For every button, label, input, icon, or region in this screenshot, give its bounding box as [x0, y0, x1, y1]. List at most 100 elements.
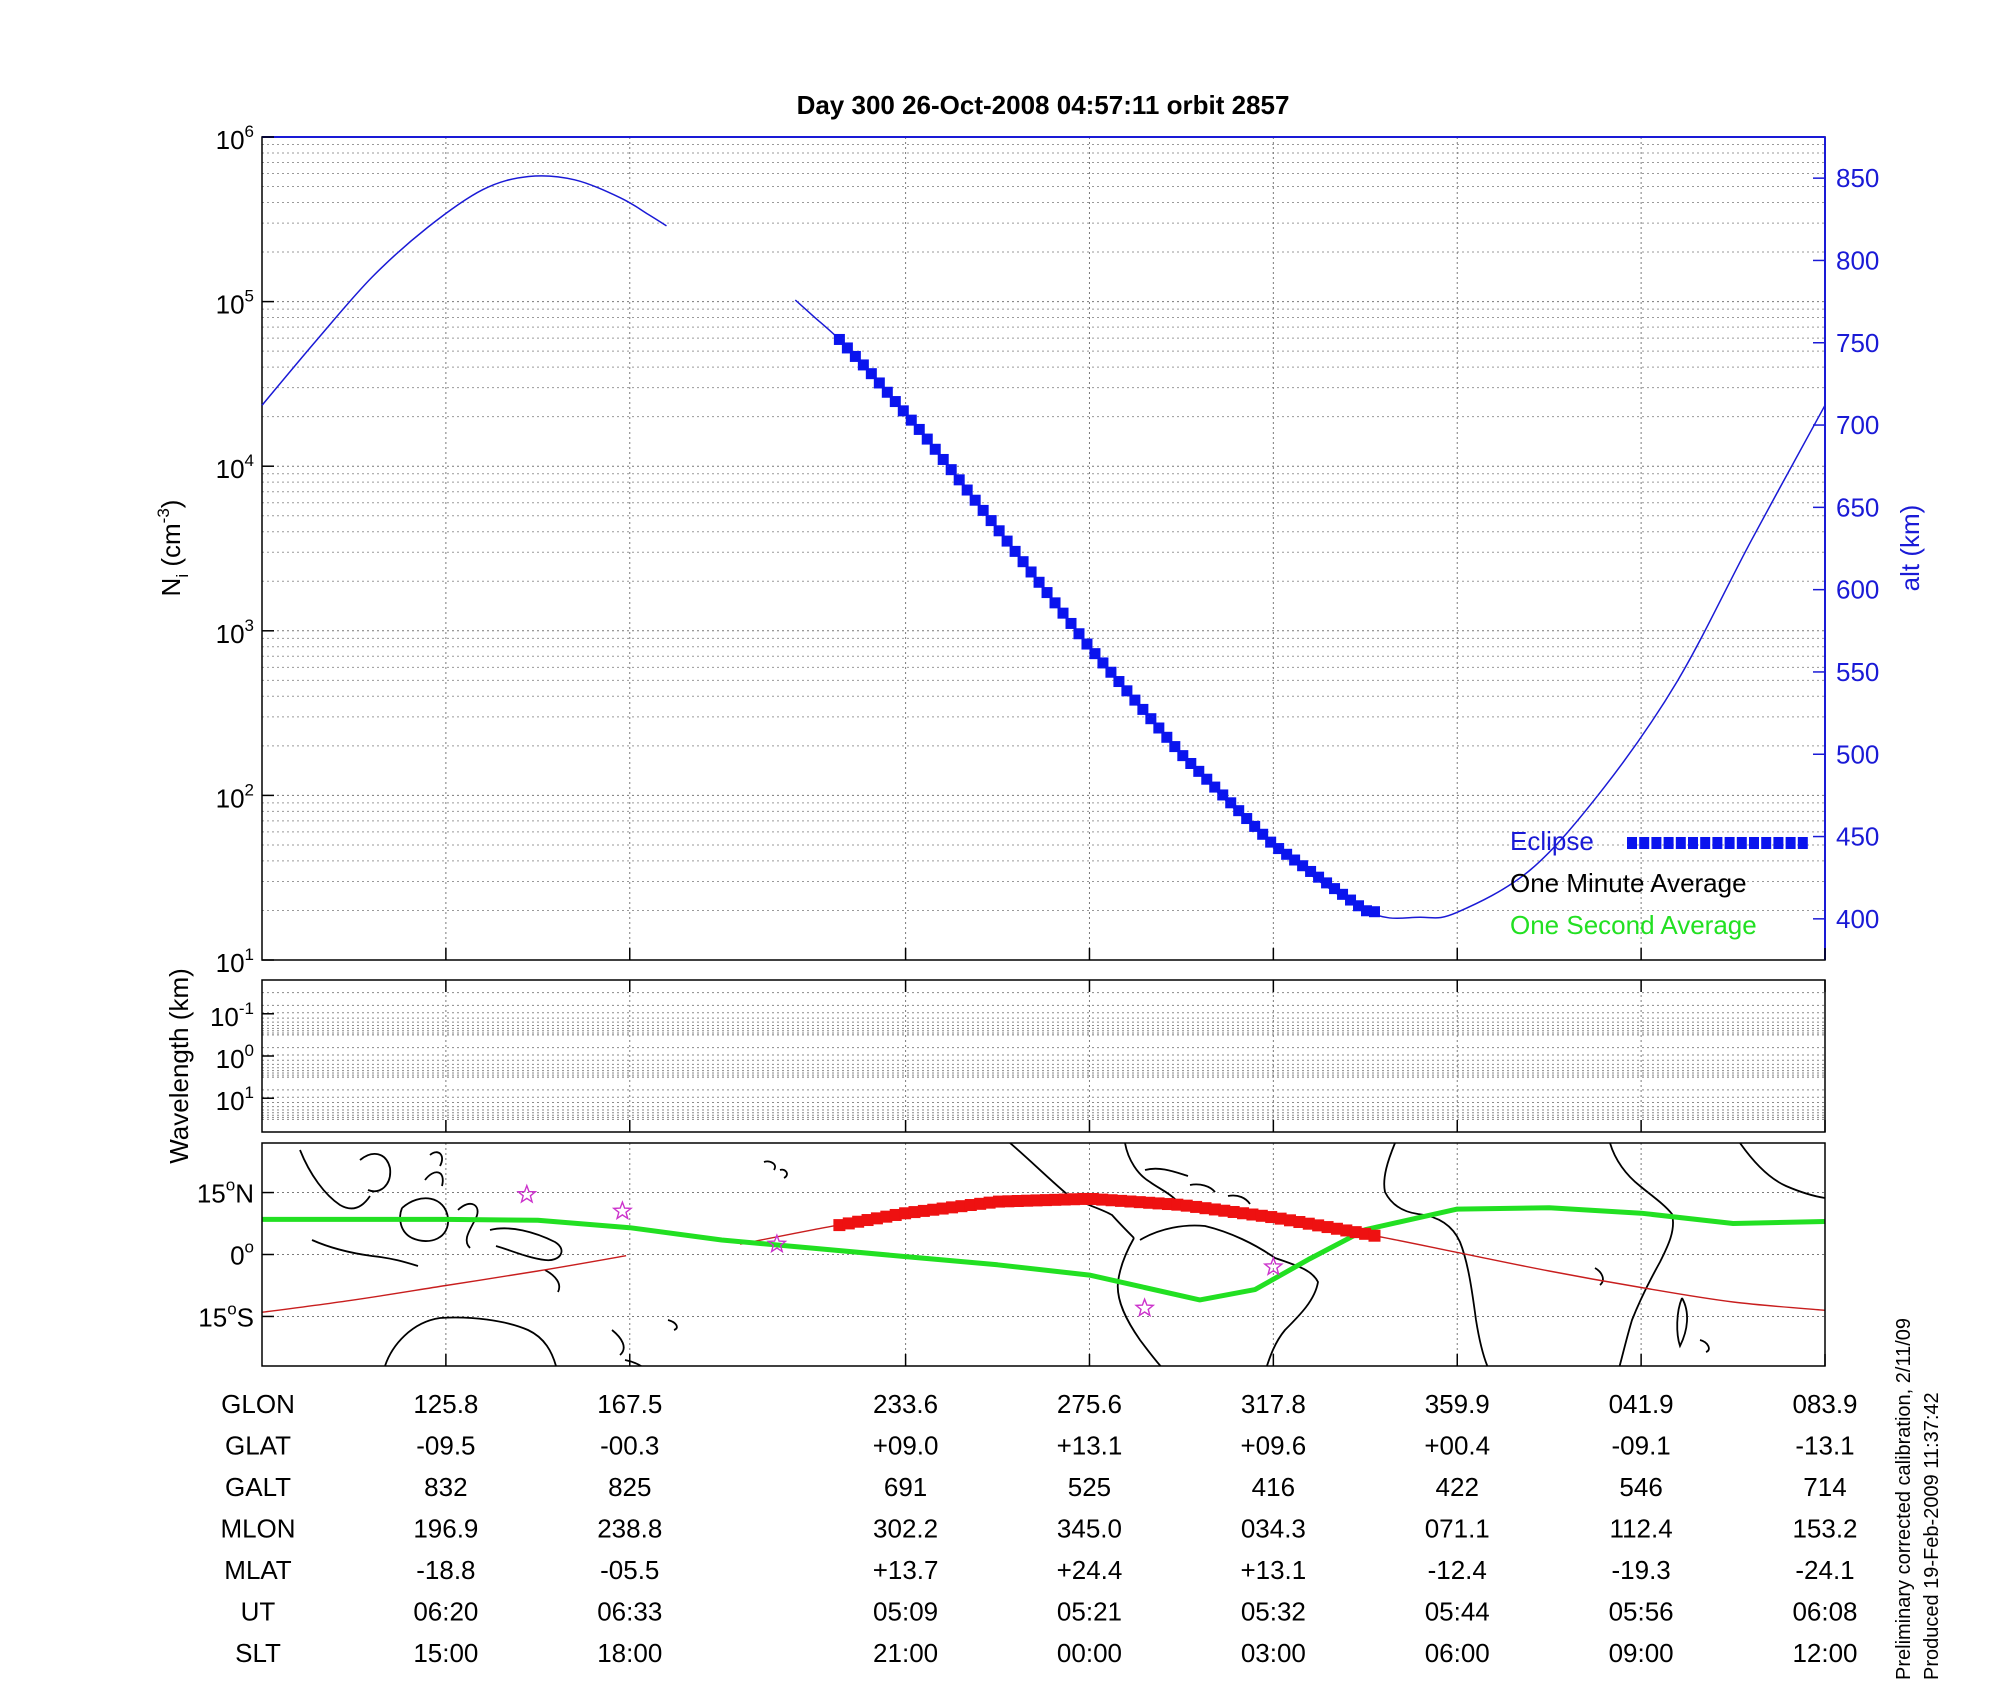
- legend: Eclipse One Minute Average One Second Av…: [1510, 826, 1808, 940]
- degree-sign: o: [226, 1176, 235, 1195]
- eclipse-ground-track: [833, 1192, 1381, 1242]
- coastline-philippines: [424, 1151, 444, 1187]
- table-cell: +24.4: [1057, 1555, 1123, 1585]
- map-content: [262, 1143, 1825, 1366]
- coastline-new-guinea: [489, 1227, 563, 1262]
- coastline-sulawesi: [457, 1202, 479, 1249]
- footer-calibration: Preliminary corrected calibration, 2/11/…: [1893, 1318, 1915, 1680]
- table-cell: 05:09: [873, 1597, 938, 1627]
- table-cell: 167.5: [597, 1389, 662, 1419]
- table-cell: 233.6: [873, 1389, 938, 1419]
- altitude-line-segment: [794, 299, 1826, 920]
- eclipse-marker: [1121, 685, 1133, 697]
- eclipse-ground-marker: [1368, 1229, 1381, 1242]
- wavelength-tick-base: 10: [216, 1044, 245, 1074]
- coastlines: [299, 1143, 1825, 1366]
- table-cell: -19.3: [1611, 1555, 1670, 1585]
- eclipse-ground-marker: [1246, 1208, 1259, 1221]
- eclipse-marker: [1321, 877, 1333, 889]
- table-row-label: MLAT: [224, 1555, 292, 1585]
- table-cell: +13.7: [873, 1555, 939, 1585]
- table-cell: -00.3: [600, 1431, 659, 1461]
- right-tick-label: 850: [1836, 163, 1879, 193]
- eclipse-marker: [1257, 828, 1269, 840]
- coastline-malay: [359, 1153, 392, 1193]
- legend-eclipse-marker: [1724, 837, 1735, 849]
- table-cell: 05:32: [1241, 1597, 1306, 1627]
- table-cell: 345.0: [1057, 1514, 1122, 1544]
- coastline-mexico: [1009, 1143, 1135, 1239]
- table-cell: 12:00: [1792, 1638, 1857, 1668]
- magnetic-equator-line: [262, 1205, 1825, 1303]
- table-cell: 06:33: [597, 1597, 662, 1627]
- eclipse-marker: [921, 433, 933, 445]
- eclipse-ground-marker: [1039, 1194, 1052, 1207]
- table-cell: 06:20: [413, 1597, 478, 1627]
- hemisphere: N: [235, 1179, 254, 1209]
- panel1-x-ticks: [445, 948, 1826, 960]
- right-tick-label: 650: [1836, 492, 1879, 522]
- wavelength-tick-exponent: 0: [245, 1041, 254, 1060]
- eclipse-marker: [1297, 860, 1309, 872]
- eclipse-ground-marker: [1161, 1198, 1174, 1211]
- map-x-ticks: [445, 1354, 1826, 1366]
- legend-eclipse-marker: [1663, 837, 1674, 849]
- table-cell: +00.4: [1424, 1431, 1490, 1461]
- table-row-label: SLT: [235, 1638, 281, 1668]
- eclipse-marker: [1041, 587, 1053, 599]
- latitude-value: 15: [198, 1302, 227, 1332]
- right-tick-label: 500: [1836, 739, 1879, 769]
- station-star-icon: [611, 1200, 633, 1221]
- eclipse-marker: [1201, 773, 1213, 785]
- eclipse-ground-marker: [1058, 1193, 1071, 1206]
- table-cell: 05:21: [1057, 1597, 1122, 1627]
- eclipse-marker: [993, 525, 1005, 537]
- eclipse-marker: [873, 377, 885, 389]
- eclipse-marker: [1073, 628, 1085, 640]
- eclipse-marker: [1057, 607, 1069, 619]
- table-cell: -05.5: [600, 1555, 659, 1585]
- coastline-south-america-east: [1139, 1224, 1319, 1366]
- eclipse-ground-marker: [1030, 1194, 1043, 1207]
- left-tick-label: 105: [216, 287, 254, 320]
- eclipse-marker: [1345, 894, 1357, 906]
- coastline-small-islands: [667, 1160, 788, 1331]
- legend-eclipse-marker: [1651, 837, 1662, 849]
- table-cell: 15:00: [413, 1638, 478, 1668]
- table-cell: -09.1: [1611, 1431, 1670, 1461]
- latitude-tick-label: 15oN: [197, 1176, 254, 1209]
- table-cell: +09.0: [873, 1431, 939, 1461]
- table-cell: 416: [1252, 1472, 1295, 1502]
- eclipse-marker: [1017, 556, 1029, 568]
- eclipse-marker: [905, 414, 917, 426]
- eclipse-marker: [1361, 905, 1373, 917]
- coastline-java: [311, 1239, 419, 1267]
- coastline-australia: [384, 1316, 557, 1366]
- legend-eclipse-marker: [1712, 837, 1723, 849]
- right-axis-label: alt (km): [1895, 505, 1925, 592]
- table-cell: +13.1: [1057, 1431, 1123, 1461]
- right-tick-label: 700: [1836, 410, 1879, 440]
- legend-eclipse-marker: [1688, 837, 1698, 849]
- eclipse-marker: [1113, 676, 1125, 688]
- eclipse-ground-marker: [842, 1217, 855, 1230]
- eclipse-ground-marker: [1133, 1196, 1146, 1209]
- eclipse-ground-marker: [1086, 1192, 1099, 1205]
- left-tick-exponent: 4: [245, 451, 254, 470]
- coastline-africa-west: [1383, 1143, 1489, 1366]
- eclipse-marker: [913, 423, 925, 435]
- eclipse-marker: [1337, 888, 1349, 900]
- degree-sign: o: [227, 1299, 236, 1318]
- legend-eclipse-swatch: [1627, 837, 1808, 849]
- eclipse-marker: [1241, 813, 1253, 825]
- eclipse-marker: [1209, 781, 1221, 793]
- eclipse-marker: [945, 464, 957, 476]
- eclipse-marker: [1185, 757, 1197, 769]
- table-cell: 302.2: [873, 1514, 938, 1544]
- orbit-table: GLON GLAT GALT MLON MLAT UT SLT 125.8 -09.5 832 19…: [220, 1389, 1857, 1668]
- wavelength-tick-label: 100: [216, 1041, 254, 1074]
